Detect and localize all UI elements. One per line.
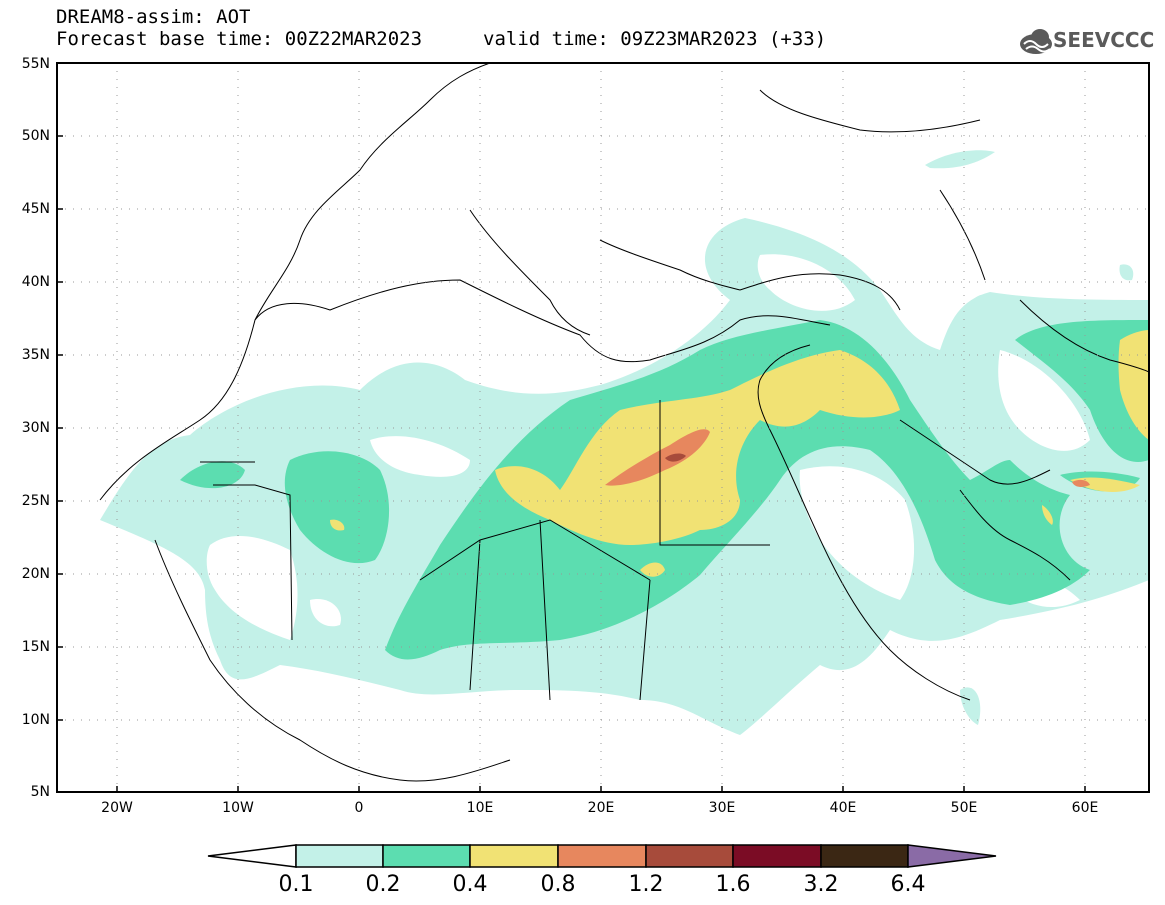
colorbar-bin-7	[820, 844, 909, 868]
colorbar-label-1.6: 1.6	[715, 872, 751, 897]
colorbar-bin-6	[732, 844, 822, 868]
lon-label-50e: 50E	[950, 800, 978, 816]
lon-label-0: 0	[354, 800, 364, 816]
colorbar-label-0.8: 0.8	[540, 872, 576, 897]
lat-label-40n: 40N	[21, 274, 50, 290]
aot-level-1.2	[665, 453, 686, 462]
colorbar	[207, 844, 997, 868]
lat-label-10n: 10N	[21, 712, 50, 728]
map-title: DREAM8-assim: AOT	[56, 6, 251, 28]
colorbar-bin-1	[295, 844, 384, 868]
logo-text: SEEVCCC	[1053, 28, 1155, 52]
lon-label-20e: 20E	[587, 800, 615, 816]
colorbar-label-3.2: 3.2	[803, 872, 839, 897]
cloud-icon	[1020, 29, 1052, 54]
colorbar-label-6.4: 6.4	[890, 872, 926, 897]
lon-label-20w: 20W	[101, 800, 133, 816]
lat-label-5n: 5N	[30, 784, 50, 800]
lat-label-30n: 30N	[21, 420, 50, 436]
aot-level-0.8	[605, 429, 1090, 487]
lon-label-60e: 60E	[1071, 800, 1099, 816]
lon-label-30e: 30E	[708, 800, 736, 816]
colorbar-label-0.2: 0.2	[365, 872, 401, 897]
colorbar-max-arrow	[907, 844, 997, 868]
lat-label-20n: 20N	[21, 566, 50, 582]
colorbar-min-arrow	[207, 844, 297, 868]
colorbar-bin-2	[382, 844, 471, 868]
colorbar-label-0.1: 0.1	[278, 872, 314, 897]
lat-label-35n: 35N	[21, 347, 50, 363]
colorbar-bin-4	[557, 844, 647, 868]
seevccc-logo	[1020, 29, 1052, 54]
lat-label-25n: 25N	[21, 493, 50, 509]
lat-label-55n: 55N	[21, 56, 50, 72]
colorbar-label-1.2: 1.2	[628, 872, 664, 897]
valid-time: valid time: 09Z23MAR2023 (+33)	[483, 28, 827, 50]
coastlines	[99, 63, 1149, 782]
lon-label-40e: 40E	[829, 800, 857, 816]
lon-label-10e: 10E	[466, 800, 494, 816]
colorbar-bin-5	[645, 844, 734, 868]
colorbar-label-0.4: 0.4	[452, 872, 488, 897]
lat-label-45n: 45N	[21, 201, 50, 217]
lat-label-15n: 15N	[21, 639, 50, 655]
aot-contours	[100, 150, 1149, 735]
lon-label-10w: 10W	[222, 800, 254, 816]
lat-label-50n: 50N	[21, 128, 50, 144]
colorbar-bin-3	[469, 844, 559, 868]
aot-level-0.2	[180, 320, 1149, 660]
forecast-base-time: Forecast base time: 00Z22MAR2023	[56, 28, 423, 50]
axis-ticks	[57, 135, 1086, 792]
